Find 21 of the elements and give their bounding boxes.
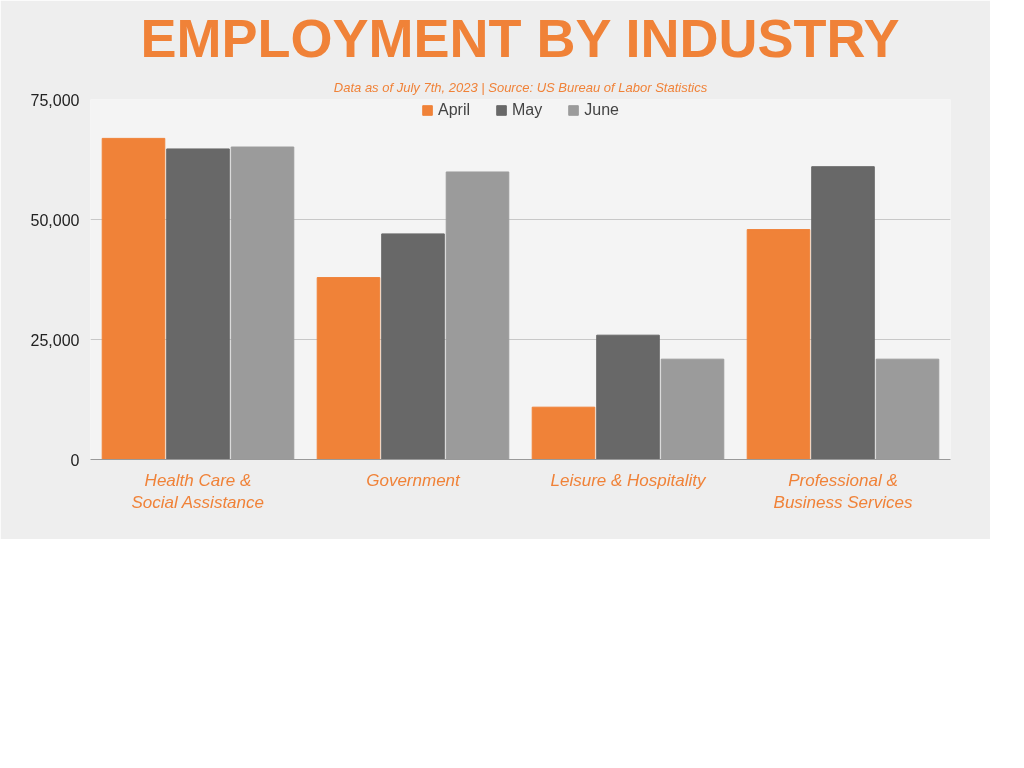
legend-label: April <box>438 101 471 119</box>
legend-label: June <box>584 101 619 119</box>
x-tick-label: Professional & Business Services <box>773 470 913 513</box>
x-tick-label: Health Care & Social Assistance <box>131 470 264 513</box>
y-tick-label: 50,000 <box>30 211 80 229</box>
y-tick-label: 25,000 <box>30 331 80 349</box>
chart-title: EMPLOYMENT BY INDUSTRY <box>140 7 900 68</box>
bar <box>316 277 381 460</box>
bar <box>811 166 875 460</box>
x-tick-label: Leisure & Hospitality <box>550 470 707 490</box>
bar <box>166 148 230 460</box>
y-tick-label: 0 <box>70 451 80 469</box>
y-tick-label: 75,000 <box>30 91 80 109</box>
chart-subtitle: Data as of July 7th, 2023 | Source: US Bureau of Labor Statistics <box>333 79 708 95</box>
bar <box>746 229 811 460</box>
legend-label: May <box>512 101 543 119</box>
bar <box>381 233 445 460</box>
bar <box>531 406 596 460</box>
bar <box>596 334 660 460</box>
bar <box>101 137 166 460</box>
x-tick-label: Government <box>366 470 462 490</box>
